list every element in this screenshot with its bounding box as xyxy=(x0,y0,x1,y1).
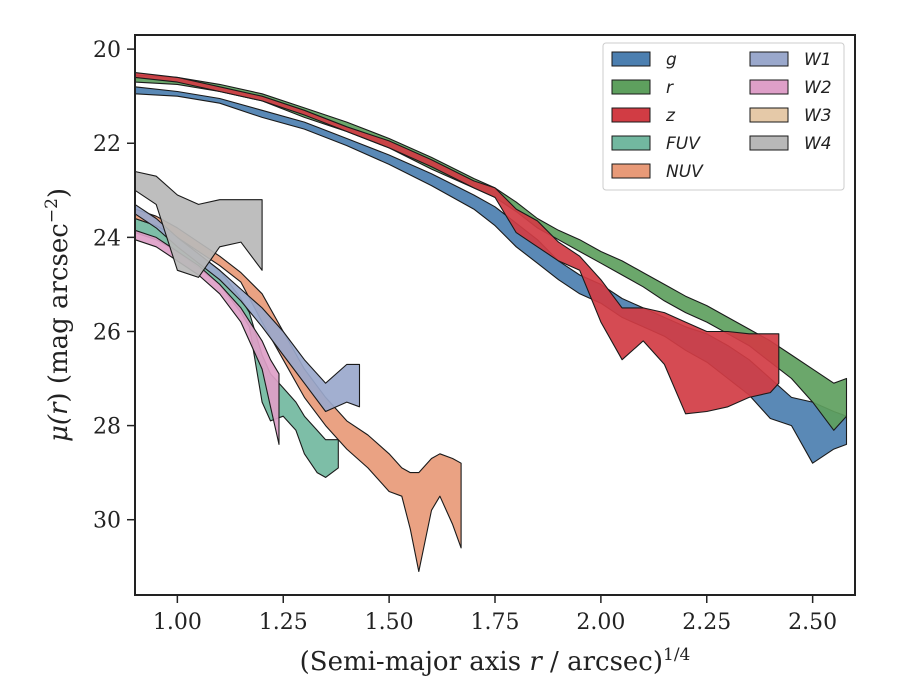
legend-label-nuv: NUV xyxy=(666,162,704,182)
legend-label-w3: W3 xyxy=(804,106,832,126)
legend: grz FUV NUV W1 W2 W3 W4 xyxy=(602,42,845,191)
y-tick-label: 30 xyxy=(93,509,121,534)
x-tick-label: 2.00 xyxy=(576,610,625,635)
x-tick-label: 1.75 xyxy=(471,610,520,635)
band-g xyxy=(134,86,848,464)
x-tick-label: 2.50 xyxy=(788,610,837,635)
y-tick-label: 20 xyxy=(93,38,121,63)
legend-swatch-nuv xyxy=(611,163,651,179)
x-tick-label: 1.00 xyxy=(153,610,202,635)
x-axis: 1.00 1.25 1.50 1.75 2.00 2.25 2.50 xyxy=(153,595,837,635)
y-tick-label: 28 xyxy=(93,415,121,440)
band-w4 xyxy=(134,170,263,278)
legend-swatch-r xyxy=(611,79,651,95)
legend-swatch-z xyxy=(611,107,651,123)
legend-swatch-w4 xyxy=(749,135,789,151)
band-fuv xyxy=(134,217,339,478)
legend-swatch-g xyxy=(611,51,651,67)
x-axis-label: (Semi-major axis r / arcsec)1/4 xyxy=(300,645,691,677)
series-bands xyxy=(134,72,848,573)
x-tick-label: 1.50 xyxy=(365,610,414,635)
legend-swatch-w1 xyxy=(749,51,789,67)
legend-label-r: r xyxy=(666,78,674,98)
legend-swatch-fuv xyxy=(611,135,651,151)
x-tick-label: 2.25 xyxy=(682,610,731,635)
y-axis-label: μ(r) (mag arcsec−2) xyxy=(42,188,74,442)
y-axis: 20 22 24 26 28 30 xyxy=(93,38,135,534)
legend-label-g: g xyxy=(666,50,677,70)
legend-label-w1: W1 xyxy=(804,50,832,70)
legend-label-w4: W4 xyxy=(804,134,832,154)
legend-label-fuv: FUV xyxy=(666,134,701,154)
legend-label-w2: W2 xyxy=(804,78,832,98)
band-z xyxy=(134,72,780,415)
legend-swatch-w3 xyxy=(749,107,789,123)
legend-swatch-w2 xyxy=(749,79,789,95)
x-tick-label: 1.25 xyxy=(259,610,308,635)
y-tick-label: 26 xyxy=(93,320,121,345)
legend-label-z: z xyxy=(665,106,676,126)
y-tick-label: 24 xyxy=(93,226,121,251)
y-tick-label: 22 xyxy=(93,132,121,157)
